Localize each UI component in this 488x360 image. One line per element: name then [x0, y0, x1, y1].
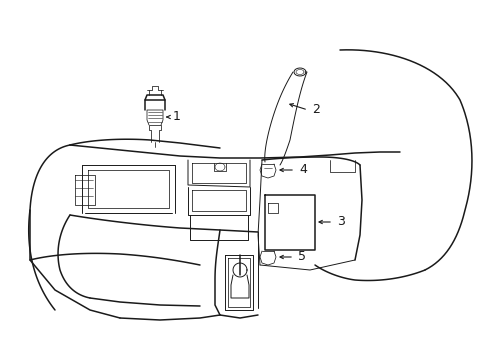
Text: 5: 5 — [297, 251, 305, 264]
Text: 3: 3 — [336, 216, 344, 229]
Text: 2: 2 — [311, 104, 319, 117]
Text: 4: 4 — [298, 163, 306, 176]
Text: 1: 1 — [173, 111, 181, 123]
